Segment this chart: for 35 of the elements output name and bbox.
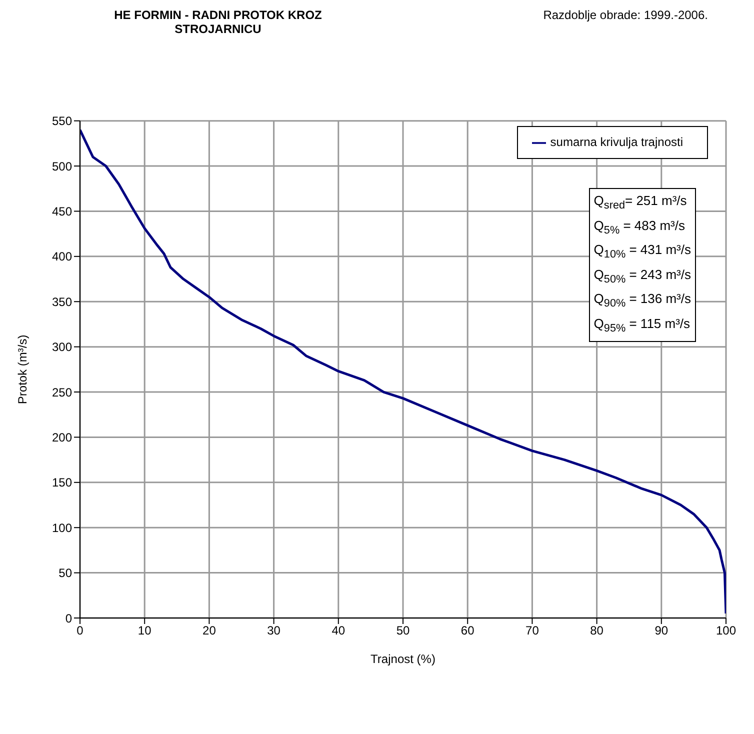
chart-title: HE FORMIN - RADNI PROTOK KROZ STROJARNICU: [113, 8, 323, 38]
y-tick-label: 250: [52, 385, 72, 400]
y-tick-label: 450: [52, 204, 72, 218]
annotation: Q$_{95%}$ = 115 m³/s: [594, 314, 691, 337]
y-tick-label: 100: [52, 520, 72, 535]
chart-subtitle: Razdoblje obrade: 1999.-2006.: [543, 8, 708, 24]
annotation: Q$_{50%}$ = 243 m³/s: [594, 266, 691, 288]
annotation: Q$_{5%}$ = 483 m³/s: [594, 216, 686, 238]
annotation: Q$_{sred}$= 251 m³/s: [594, 192, 688, 214]
y-tick-label: 550: [52, 114, 72, 128]
x-axis-title: Trajnost (%): [370, 652, 436, 666]
x-tick-label: 70: [526, 624, 540, 638]
x-tick-label: 50: [396, 624, 410, 638]
y-axis-title: Protok (m³/s): [15, 334, 30, 404]
x-tick-label: 100: [716, 624, 736, 638]
y-tick-label: 0: [65, 611, 72, 626]
annotation: Q$_{10%}$ = 431 m³/s: [594, 241, 691, 263]
x-tick-label: 40: [332, 624, 346, 638]
y-tick-label: 500: [52, 159, 72, 174]
x-tick-label: 10: [138, 624, 152, 638]
legend-label: sumarna krivulja trajnosti: [550, 135, 683, 149]
x-tick-label: 60: [460, 624, 475, 638]
y-tick-label: 50: [58, 566, 72, 580]
y-tick-label: 400: [52, 250, 72, 264]
y-tick-label: 150: [52, 476, 72, 490]
x-tick-label: 20: [202, 624, 216, 638]
line-series: [80, 128, 726, 615]
y-tick-label: 350: [52, 294, 72, 309]
annotation: Q$_{90%}$ = 136 m³/s: [594, 290, 691, 312]
y-tick-label: 300: [52, 340, 72, 354]
x-tick-label: 90: [654, 624, 668, 638]
x-tick-label: 30: [267, 624, 281, 638]
y-tick-label: 200: [52, 430, 72, 444]
x-tick-label: 80: [590, 624, 604, 638]
x-tick-label: 0: [76, 624, 84, 638]
